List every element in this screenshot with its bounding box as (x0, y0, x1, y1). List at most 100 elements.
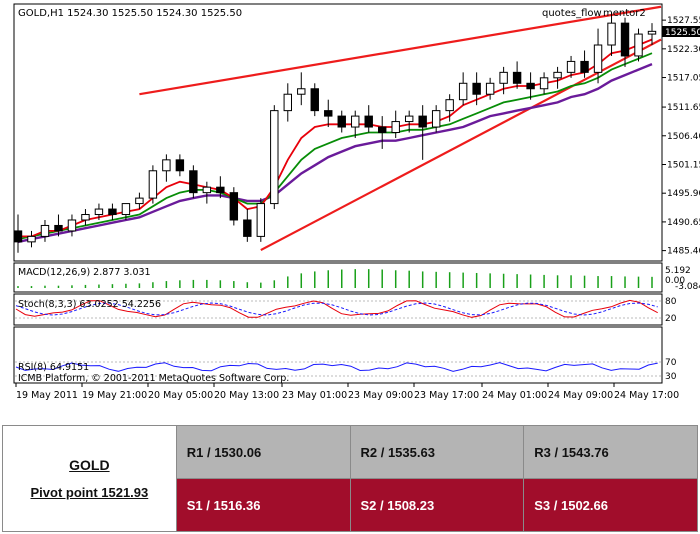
candle-body (378, 126, 387, 133)
candle (27, 230, 36, 248)
candle-body (404, 115, 414, 123)
candle (378, 116, 387, 149)
candle (135, 192, 144, 210)
chart-header: GOLD,H1 1524.30 1525.50 1524.30 1525.50 (18, 8, 242, 19)
copyright-text: ICMB Platform, © 2001-2011 MetaQuotes So… (18, 373, 289, 384)
candle (310, 83, 319, 117)
candle (13, 214, 23, 253)
candle-body (162, 159, 171, 172)
candle-body (607, 22, 616, 46)
candle-body (270, 110, 279, 205)
resistance-r1: R1 / 1530.06 (175, 425, 351, 479)
candle (607, 12, 616, 56)
candle-body (256, 203, 266, 237)
candle-body (148, 170, 158, 199)
x-tick-label: 23 May 01:00 (282, 390, 347, 401)
candle (324, 99, 333, 128)
indicator-label-mentor2: mentor2 (603, 8, 646, 19)
candle-body (431, 110, 441, 128)
x-tick-label: 19 May 21:00 (82, 390, 147, 401)
chart-svg: 1527.55 1522.30 1517.05 1511.65 1506.40 1501.… (13, 3, 700, 401)
candle-body (283, 93, 292, 112)
candle-body (647, 30, 657, 35)
candle (121, 203, 131, 220)
macd-tick-mid: 0.00 (665, 276, 685, 286)
candle (270, 105, 279, 210)
candle (40, 219, 50, 242)
candle (499, 66, 508, 95)
candle (202, 181, 212, 204)
macd-panel (13, 262, 663, 293)
candle (256, 198, 266, 242)
x-tick-label: 19 May 2011 (16, 390, 78, 401)
candle (189, 165, 198, 199)
x-tick-label: 23 May 09:00 (348, 390, 413, 401)
candle-body (67, 219, 77, 232)
pivot-point-label: Pivot point 1521.93 (30, 485, 149, 500)
candle (647, 23, 657, 46)
x-tick-label: 20 May 13:00 (214, 390, 279, 401)
rsi-label: RSI(8) 64.9151 (18, 362, 89, 373)
stoch-tick-80: 80 (665, 297, 677, 307)
candle (593, 28, 603, 84)
pivot-table: GOLD Pivot point 1521.93 R1 / 1530.06 R2… (2, 425, 698, 532)
candle-body (539, 77, 549, 90)
y-tick-label: 1511.65 (667, 103, 700, 113)
candle (94, 203, 104, 220)
y-tick-label: 1501.15 (667, 160, 700, 170)
candle-body (445, 99, 454, 112)
candle (418, 105, 427, 160)
candle (512, 61, 522, 89)
candle (539, 72, 549, 95)
channel-line-lower (260, 38, 662, 252)
candle (297, 72, 306, 106)
candle (54, 214, 63, 237)
stoch-main-line (15, 299, 658, 318)
candle (108, 203, 117, 220)
candle-body (135, 197, 144, 205)
candle (351, 110, 360, 138)
macd-tick-top: 5.192 (665, 266, 691, 276)
resistance-r3: R3 / 1543.76 (523, 425, 698, 479)
candle-body (351, 115, 360, 128)
y-tick-label: 1527.55 (667, 16, 700, 26)
macd-label: MACD(12,26,9) 2.877 3.031 (18, 267, 151, 278)
symbol-label: GOLD (69, 457, 110, 473)
support-s3: S3 / 1502.66 (523, 478, 698, 532)
last-price-marker (662, 26, 700, 37)
candle-body (229, 192, 239, 221)
candle (526, 72, 535, 100)
candle-body (94, 208, 104, 216)
candle (162, 154, 171, 182)
candle (620, 17, 630, 67)
candle (431, 105, 441, 133)
candle-body (40, 224, 50, 237)
ema-slow-line (17, 62, 653, 244)
candle-body (202, 186, 212, 194)
candle-body (620, 22, 630, 57)
candle (553, 66, 562, 89)
candle (216, 176, 225, 199)
macd-tick-bottom: -3.084 (675, 282, 700, 292)
candle (67, 214, 77, 237)
price-chart: 1527.55 1522.30 1517.05 1511.65 1506.40 1501.… (13, 3, 700, 401)
rsi-panel (13, 326, 663, 384)
x-tick-label: 24 May 17:00 (614, 390, 679, 401)
candle-body (243, 219, 252, 237)
candle (283, 83, 292, 122)
candle (175, 154, 185, 177)
candle (81, 209, 90, 226)
candle (485, 77, 495, 100)
candle-body (108, 208, 117, 216)
candle (391, 110, 400, 138)
channel-line-upper (139, 5, 662, 96)
pivot-summary-cell: GOLD Pivot point 1521.93 (2, 425, 177, 532)
candle-body (216, 186, 225, 194)
candle (404, 110, 414, 133)
candle (337, 110, 346, 133)
y-tick-label: 1485.40 (667, 247, 700, 257)
candle-body (458, 82, 468, 101)
candle-body (553, 71, 562, 79)
candle-body (593, 44, 603, 73)
candle-body (418, 115, 427, 128)
